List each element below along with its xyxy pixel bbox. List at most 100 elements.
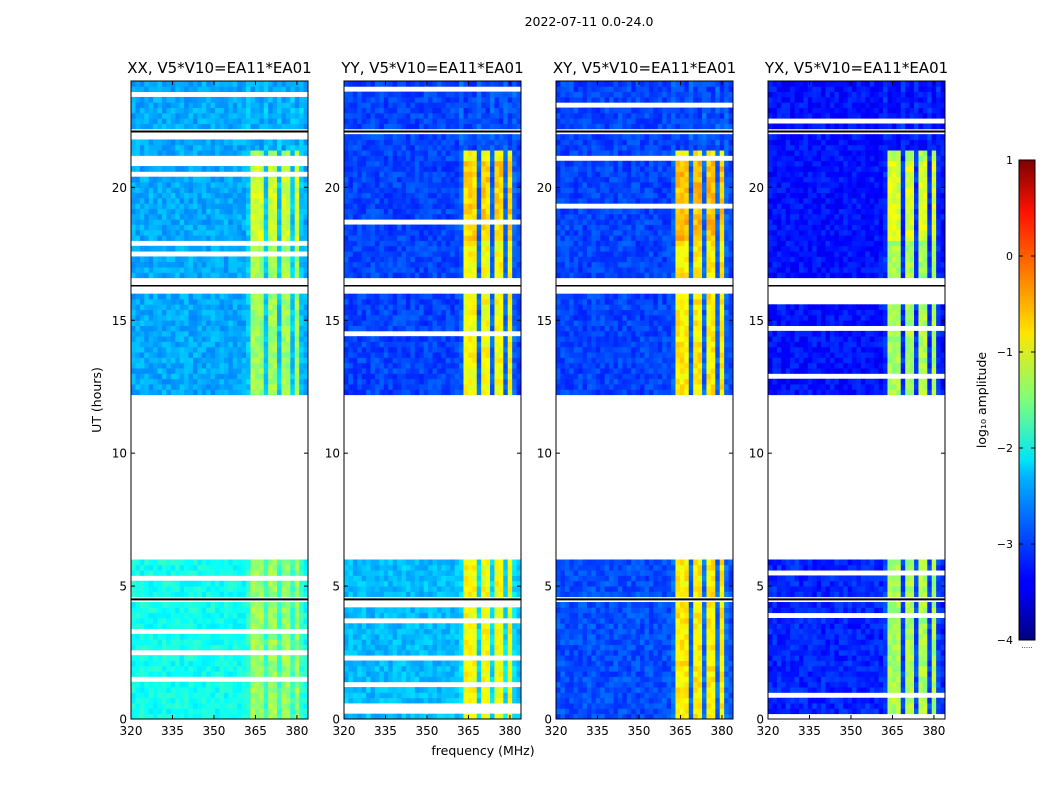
heatmap-cell [241, 665, 247, 672]
heatmap-cell [401, 235, 407, 241]
heatmap-cell [197, 96, 203, 103]
heatmap-cell [259, 660, 265, 667]
heatmap-cell [161, 176, 167, 183]
heatmap-cell [206, 102, 212, 108]
heatmap-cell [219, 352, 225, 358]
heatmap-cell [374, 660, 380, 667]
heatmap-cell [223, 373, 229, 380]
heatmap-cell [472, 671, 478, 677]
heatmap-cell [139, 389, 145, 396]
heatmap-cell [215, 245, 220, 252]
heatmap-cell [357, 251, 363, 257]
heatmap-cell [281, 607, 287, 614]
heatmap-cell [454, 639, 460, 645]
heatmap-cell [144, 389, 150, 396]
heatmap-cell [232, 182, 238, 188]
heatmap-cell [361, 245, 367, 252]
heatmap-cell [428, 713, 433, 720]
heatmap-cell [476, 633, 482, 640]
heatmap-cell [450, 660, 456, 667]
heatmap-cell [281, 591, 287, 598]
heatmap-cell [201, 197, 207, 204]
heatmap-cell [450, 341, 456, 348]
heatmap-cell [272, 341, 278, 348]
heatmap-cell [512, 713, 517, 720]
heatmap-cell [370, 272, 376, 279]
heatmap-cell [131, 229, 136, 236]
heatmap-cell [419, 591, 425, 598]
heatmap-cell [161, 166, 167, 172]
heatmap-cell [481, 251, 487, 257]
heatmap-cell [388, 660, 394, 667]
heatmap-cell [348, 224, 354, 231]
heatmap-cell [241, 208, 247, 215]
heatmap-cell [450, 251, 456, 257]
heatmap-cell [223, 623, 229, 630]
heatmap-cell [144, 357, 150, 364]
heatmap-cell [388, 368, 394, 374]
heatmap-cell [467, 570, 473, 576]
heatmap-cell [153, 213, 158, 220]
heatmap-cell [139, 713, 145, 720]
heatmap-cell [485, 245, 491, 252]
heatmap-cell [392, 224, 398, 231]
heatmap-cell [436, 293, 442, 300]
heatmap-cell [467, 639, 473, 645]
heatmap-cell [144, 293, 150, 300]
heatmap-cell [237, 213, 243, 220]
heatmap-cell [166, 373, 172, 380]
heatmap-cell [414, 346, 420, 353]
heatmap-cell [281, 570, 287, 576]
heatmap-cell [246, 378, 251, 385]
heatmap-cell [219, 570, 225, 576]
heatmap-cell [361, 607, 367, 614]
heatmap-cell [450, 325, 456, 332]
heatmap-cell [441, 639, 447, 645]
heatmap-cell [388, 256, 394, 263]
heatmap-cell [401, 293, 407, 300]
heatmap-cell [201, 118, 207, 124]
heatmap-cell [192, 182, 198, 188]
heatmap-cell [405, 314, 411, 321]
heatmap-cell [241, 602, 247, 608]
heatmap-cell [507, 697, 513, 704]
heatmap-cell [250, 256, 256, 263]
heatmap-cell [201, 330, 207, 337]
heatmap-cell [507, 649, 513, 656]
heatmap-cell [184, 166, 189, 172]
heatmap-cell [459, 623, 464, 630]
heatmap-cell [379, 580, 385, 587]
heatmap-cell [436, 697, 442, 704]
heatmap-cell [290, 330, 296, 337]
heatmap-cell [135, 373, 141, 380]
heatmap-cell [432, 240, 438, 247]
heatmap-cell [259, 564, 265, 571]
heatmap-cell [485, 628, 491, 635]
heatmap-cell [441, 644, 447, 651]
heatmap-cell [397, 346, 402, 353]
heatmap-cell [352, 671, 358, 677]
heatmap-cell [299, 166, 304, 172]
heatmap-cell [237, 681, 243, 688]
heatmap-cell [512, 649, 517, 656]
heatmap-cell [268, 245, 274, 252]
heatmap-cell [175, 655, 181, 661]
heatmap-cell [272, 639, 278, 645]
heatmap-cell [352, 389, 358, 396]
heatmap-cell [423, 304, 429, 311]
heatmap-cell [370, 559, 376, 566]
heatmap-cell [405, 607, 411, 614]
heatmap-cell [472, 591, 478, 598]
heatmap-cell [507, 607, 513, 614]
heatmap-cell [219, 697, 225, 704]
heatmap-cell [259, 102, 265, 108]
heatmap-cell [179, 687, 185, 693]
heatmap-cell [428, 580, 433, 587]
heatmap-cell [157, 182, 163, 188]
heatmap-cell [344, 612, 349, 619]
heatmap-cell [215, 336, 220, 342]
heatmap-cell [157, 166, 163, 172]
heatmap-cell [237, 197, 243, 204]
heatmap-cell [410, 612, 416, 619]
heatmap-cell [485, 373, 491, 380]
